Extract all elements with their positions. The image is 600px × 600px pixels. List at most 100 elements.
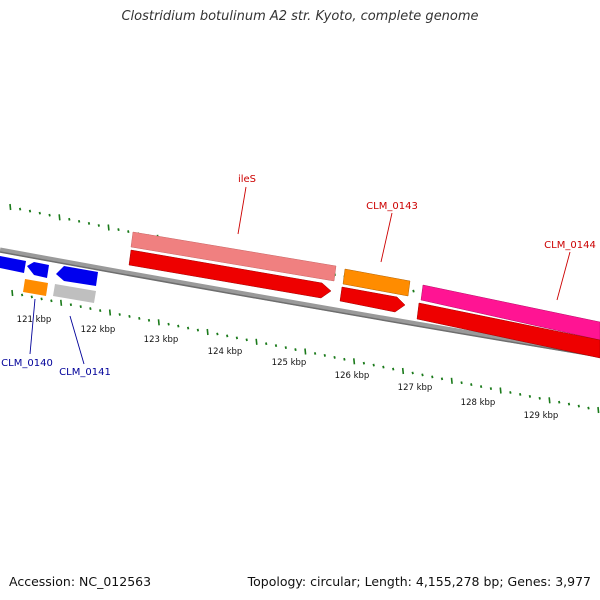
- lower-tick-mark: [597, 406, 600, 414]
- feature-red-2[interactable]: [339, 286, 406, 313]
- lower-tick-mark: [245, 338, 248, 342]
- lower-tick-mark: [489, 387, 493, 391]
- tick-label-126: 126 kbp: [335, 371, 370, 381]
- label-lines: [29, 186, 571, 365]
- lower-tick-mark: [118, 313, 121, 316]
- feature-magenta-clm0144[interactable]: [420, 284, 600, 341]
- gene-label-clm0140: CLM_0140: [1, 358, 53, 369]
- feature-orange-clm0143[interactable]: [342, 268, 411, 297]
- gene-label-clm0143: CLM_0143: [366, 201, 418, 212]
- lower-tick-mark: [186, 326, 190, 330]
- lower-tick-mark: [128, 314, 131, 318]
- lower-tick-mark: [304, 348, 307, 355]
- topology-summary: Topology: circular; Length: 4,155,278 bp…: [247, 574, 591, 589]
- lower-tick-mark: [587, 406, 590, 410]
- lower-tick-mark: [89, 307, 92, 311]
- lower-tick-mark: [431, 375, 434, 379]
- lower-tick-mark: [167, 322, 170, 326]
- lower-tick-mark: [79, 305, 82, 309]
- gene-label-clm0141: CLM_0141: [59, 367, 111, 378]
- lower-tick-mark: [274, 344, 278, 348]
- lower-tick-mark: [11, 289, 14, 297]
- gene-label-clm0144: CLM_0144: [544, 240, 596, 251]
- tick-labels: 121 kbp 122 kbp 123 kbp 124 kbp 125 kbp …: [17, 315, 559, 421]
- lower-tick-mark: [206, 328, 209, 336]
- feature-blue-3[interactable]: [56, 266, 98, 286]
- lower-tick-mark: [196, 328, 200, 332]
- lower-tick-mark: [108, 309, 112, 316]
- lower-tick-mark: [147, 318, 151, 322]
- lower-tick-mark: [177, 324, 180, 328]
- feature-blue-2[interactable]: [27, 262, 49, 278]
- map-title: Clostridium botulinum A2 str. Kyoto, com…: [121, 9, 479, 24]
- lower-tick-mark: [323, 353, 326, 357]
- lower-tick-mark: [411, 371, 414, 375]
- upper-tick-mark: [87, 221, 91, 225]
- lower-tick-mark: [509, 391, 512, 394]
- tick-label-124: 124 kbp: [208, 347, 243, 357]
- upper-tick-mark: [9, 203, 12, 211]
- lower-tick-mark: [538, 396, 541, 400]
- lower-tick-mark: [69, 303, 73, 307]
- upper-tick-mark: [107, 224, 110, 231]
- lower-tick-mark: [235, 336, 239, 340]
- lower-tick-mark: [479, 385, 483, 389]
- forward-strand-features: [130, 231, 600, 341]
- upper-tick-mark: [48, 213, 51, 217]
- lower-tick-mark: [265, 342, 268, 346]
- lower-tick-mark: [255, 338, 258, 345]
- lower-tick-mark: [284, 346, 287, 350]
- feature-pink-ileS[interactable]: [130, 231, 337, 282]
- upper-tick-mark: [28, 209, 32, 213]
- lower-tick-mark: [499, 387, 502, 394]
- lower-tick-mark: [353, 358, 356, 365]
- upper-tick-mark: [18, 207, 22, 211]
- tick-label-122: 122 kbp: [81, 325, 116, 335]
- lower-tick-mark: [392, 367, 395, 371]
- upper-tick-mark: [117, 228, 120, 232]
- tick-label-127: 127 kbp: [398, 383, 433, 393]
- lower-tick-mark: [382, 365, 385, 369]
- upper-tick-mark: [58, 214, 61, 221]
- lower-tick-mark: [528, 394, 532, 398]
- feature-blue-1[interactable]: [0, 256, 26, 273]
- lower-tick-mark: [313, 352, 317, 355]
- lower-tick-mark: [421, 373, 424, 377]
- lower-tick-mark: [60, 299, 63, 306]
- feature-gray-clm0141[interactable]: [53, 284, 96, 303]
- upper-tick-mark: [38, 211, 41, 215]
- tick-label-125: 125 kbp: [272, 358, 307, 368]
- lower-tick-mark: [362, 361, 366, 365]
- upper-tick-mark: [97, 224, 100, 227]
- lower-tick-mark: [372, 363, 375, 367]
- lower-tick-mark: [558, 400, 561, 404]
- lower-tick-mark: [30, 295, 33, 299]
- gene-label-ileS: ileS: [238, 174, 256, 185]
- lower-tick-mark: [40, 297, 43, 301]
- lower-tick-mark: [333, 355, 336, 359]
- lower-tick-mark: [519, 392, 522, 396]
- lower-tick-mark: [567, 402, 571, 406]
- feature-red-1[interactable]: [128, 249, 332, 299]
- lower-tick-mark: [294, 348, 297, 352]
- lower-tick-mark: [50, 299, 53, 303]
- lower-tick-mark: [460, 381, 463, 385]
- lower-tick-mark: [20, 293, 24, 297]
- lower-tick-mark: [401, 367, 405, 375]
- tick-label-129: 129 kbp: [524, 411, 559, 421]
- backbone: [0, 247, 600, 358]
- left-features: [0, 256, 98, 303]
- lower-tick-mark: [440, 377, 444, 381]
- tick-label-123: 123 kbp: [144, 335, 179, 345]
- feature-red-3[interactable]: [416, 302, 600, 359]
- feature-orange-clm0140[interactable]: [23, 279, 48, 296]
- lower-tick-mark: [577, 404, 580, 408]
- tick-label-121: 121 kbp: [17, 315, 52, 325]
- lower-tick-mark: [157, 319, 160, 326]
- tick-label-128: 128 kbp: [461, 398, 496, 408]
- lower-tick-mark: [470, 383, 473, 387]
- lower-tick-mark: [226, 334, 229, 338]
- reverse-strand-features: [128, 249, 600, 359]
- lower-tick-mark: [343, 357, 346, 361]
